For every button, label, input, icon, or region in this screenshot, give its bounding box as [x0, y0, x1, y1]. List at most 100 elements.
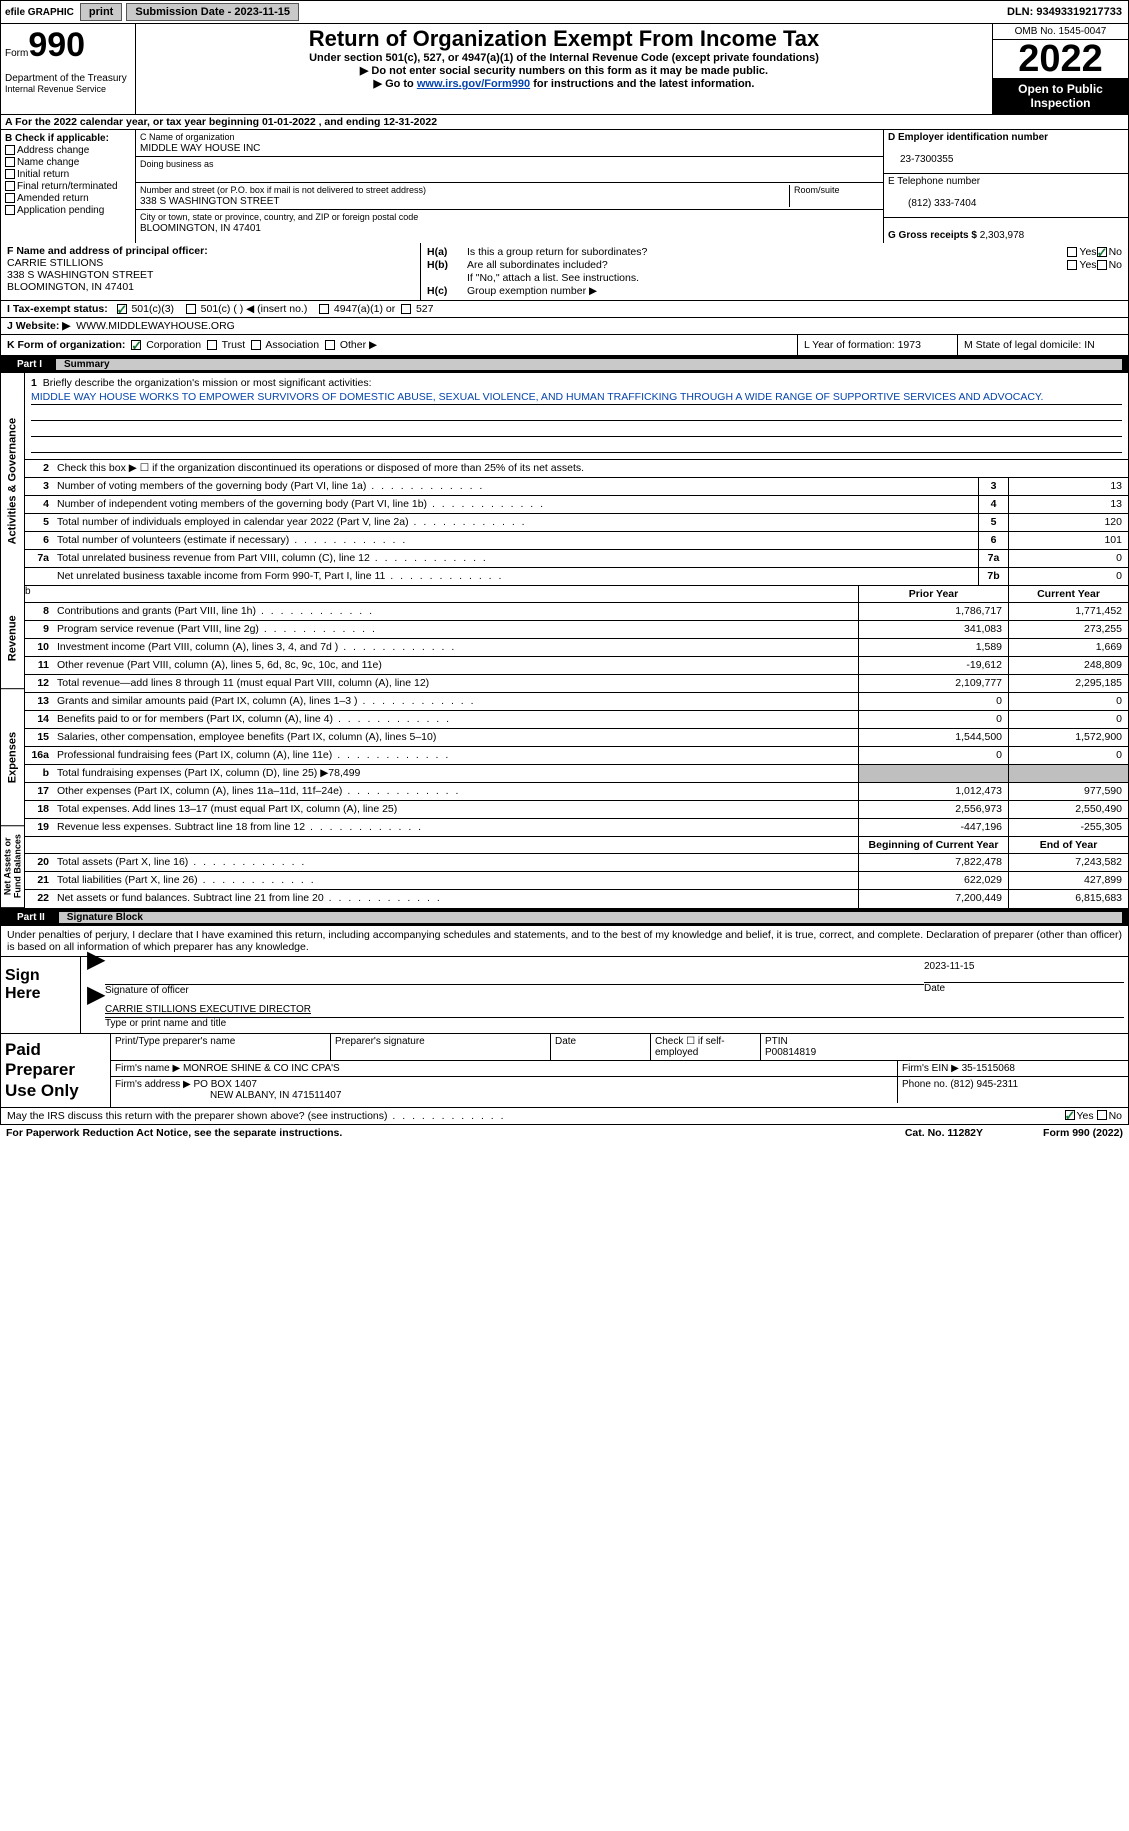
- p8: 1,786,717: [858, 603, 1008, 620]
- section-fh: F Name and address of principal officer:…: [0, 243, 1129, 301]
- goto-pre: ▶ Go to: [374, 78, 417, 90]
- mission-label: Briefly describe the organization's miss…: [43, 377, 372, 389]
- p21: 622,029: [858, 872, 1008, 889]
- print-button[interactable]: print: [80, 3, 122, 21]
- p16b: [858, 765, 1008, 782]
- year-formation: L Year of formation: 1973: [798, 335, 958, 355]
- chk-501c[interactable]: [186, 304, 196, 314]
- p16a: 0: [858, 747, 1008, 764]
- prep-date-hdr: Date: [551, 1034, 651, 1060]
- p12: 2,109,777: [858, 675, 1008, 692]
- chk-assoc[interactable]: [251, 340, 261, 350]
- line2: Check this box ▶ ☐ if the organization d…: [53, 460, 1128, 477]
- cat-no: Cat. No. 11282Y: [905, 1127, 983, 1139]
- chk-amended[interactable]: [5, 193, 15, 203]
- subtitle-2: ▶ Do not enter social security numbers o…: [142, 64, 986, 77]
- line20: Total assets (Part X, line 16): [53, 854, 858, 871]
- discuss-question: May the IRS discuss this return with the…: [7, 1110, 1065, 1122]
- line22: Net assets or fund balances. Subtract li…: [53, 890, 858, 908]
- begin-year-hdr: Beginning of Current Year: [858, 837, 1008, 853]
- line7b: Net unrelated business taxable income fr…: [53, 568, 978, 585]
- gross-label: G Gross receipts $: [888, 230, 977, 241]
- officer-city: BLOOMINGTON, IN 47401: [7, 281, 134, 293]
- firm-ein: 35-1515068: [962, 1063, 1015, 1074]
- date-label: Date: [924, 983, 1124, 994]
- chk-name[interactable]: [5, 157, 15, 167]
- officer-label: F Name and address of principal officer:: [7, 245, 208, 257]
- line21: Total liabilities (Part X, line 26): [53, 872, 858, 889]
- dba-label: Doing business as: [140, 159, 214, 169]
- c8: 1,771,452: [1008, 603, 1128, 620]
- p9: 341,083: [858, 621, 1008, 638]
- vtab-expenses: Expenses: [1, 690, 24, 826]
- chk-final[interactable]: [5, 181, 15, 191]
- p17: 1,012,473: [858, 783, 1008, 800]
- c19: -255,305: [1008, 819, 1128, 836]
- opt-corp: Corporation: [146, 339, 201, 351]
- val3: 13: [1008, 478, 1128, 495]
- subtitle-1: Under section 501(c), 527, or 4947(a)(1)…: [142, 52, 986, 64]
- pra-notice: For Paperwork Reduction Act Notice, see …: [6, 1127, 905, 1139]
- c9: 273,255: [1008, 621, 1128, 638]
- chk-initial[interactable]: [5, 169, 15, 179]
- p22: 7,200,449: [858, 890, 1008, 908]
- c12: 2,295,185: [1008, 675, 1128, 692]
- ein-label: D Employer identification number: [888, 132, 1048, 143]
- ha-no[interactable]: [1097, 247, 1107, 257]
- hb-no[interactable]: [1097, 260, 1107, 270]
- tel-label: E Telephone number: [888, 176, 980, 187]
- chk-address[interactable]: [5, 145, 15, 155]
- irs-link[interactable]: www.irs.gov/Form990: [417, 78, 530, 90]
- c17: 977,590: [1008, 783, 1128, 800]
- submission-button[interactable]: Submission Date - 2023-11-15: [126, 3, 299, 21]
- row-i-label: I Tax-exempt status:: [7, 303, 108, 315]
- prep-sig-hdr: Preparer's signature: [331, 1034, 551, 1060]
- line13: Grants and similar amounts paid (Part IX…: [53, 693, 858, 710]
- ha-yes[interactable]: [1067, 247, 1077, 257]
- chk-other[interactable]: [325, 340, 335, 350]
- line4: Number of independent voting members of …: [53, 496, 978, 513]
- opt-501c3: 501(c)(3): [131, 303, 174, 315]
- officer-name: CARRIE STILLIONS: [7, 257, 103, 269]
- col-b-header: B Check if applicable:: [5, 133, 131, 144]
- discuss-yes[interactable]: [1065, 1110, 1075, 1120]
- line8: Contributions and grants (Part VIII, lin…: [53, 603, 858, 620]
- firm-phone-label: Phone no.: [902, 1079, 948, 1090]
- line10: Investment income (Part VIII, column (A)…: [53, 639, 858, 656]
- part1-title: Summary: [56, 359, 1122, 370]
- efile-label: efile GRAPHIC: [1, 7, 78, 18]
- line6: Total number of volunteers (estimate if …: [53, 532, 978, 549]
- p10: 1,589: [858, 639, 1008, 656]
- val6: 101: [1008, 532, 1128, 549]
- website-value: WWW.MIDDLEWAYHOUSE.ORG: [76, 320, 235, 332]
- org-address: 338 S WASHINGTON STREET: [140, 196, 279, 207]
- summary-section: Activities & Governance Revenue Expenses…: [0, 373, 1129, 909]
- row-k: K Form of organization: Corporation Trus…: [0, 335, 1129, 356]
- lbl-initial: Initial return: [17, 169, 69, 180]
- chk-trust[interactable]: [207, 340, 217, 350]
- discuss-no[interactable]: [1097, 1110, 1107, 1120]
- chk-corp[interactable]: [131, 340, 141, 350]
- current-year-hdr: Current Year: [1008, 586, 1128, 602]
- line18: Total expenses. Add lines 13–17 (must eq…: [53, 801, 858, 818]
- tax-year: 2022: [993, 40, 1128, 78]
- opt-501c: 501(c) ( ) ◀ (insert no.): [201, 303, 308, 315]
- line14: Benefits paid to or for members (Part IX…: [53, 711, 858, 728]
- opt-other: Other ▶: [340, 339, 377, 351]
- chk-4947[interactable]: [319, 304, 329, 314]
- chk-527[interactable]: [401, 304, 411, 314]
- c18: 2,550,490: [1008, 801, 1128, 818]
- hb-yes[interactable]: [1067, 260, 1077, 270]
- lbl-pending: Application pending: [17, 205, 104, 216]
- chk-pending[interactable]: [5, 205, 15, 215]
- arrow-icon: ▶: [87, 945, 105, 974]
- lbl-amended: Amended return: [17, 193, 89, 204]
- sign-section: Sign Here ▶ Signature of officer 2023-11…: [0, 956, 1129, 1034]
- row-k-label: K Form of organization:: [7, 339, 125, 351]
- firm-addr-label: Firm's address ▶: [115, 1079, 191, 1090]
- c16a: 0: [1008, 747, 1128, 764]
- chk-501c3[interactable]: [117, 304, 127, 314]
- lbl-final: Final return/terminated: [17, 181, 118, 192]
- line16a: Professional fundraising fees (Part IX, …: [53, 747, 858, 764]
- val4: 13: [1008, 496, 1128, 513]
